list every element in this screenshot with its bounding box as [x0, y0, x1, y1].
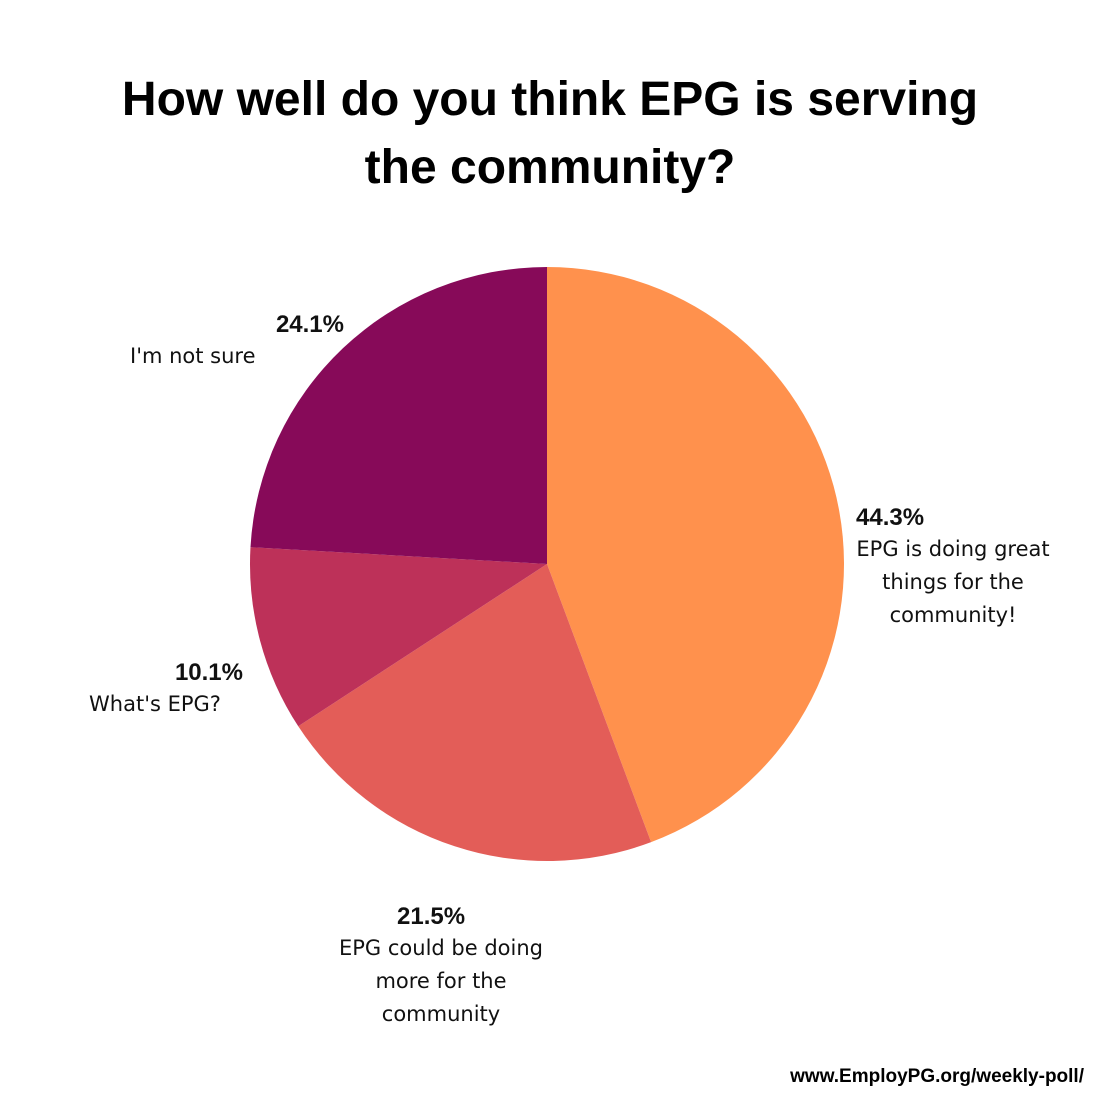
slice-value-label-could-do-more: 21.5% [397, 903, 466, 930]
chart-title-line-2: the community? [364, 141, 736, 194]
slice-category-line-1-doing-great: EPG is doing great [856, 537, 1050, 561]
slice-category-line-3-could-do-more: community [381, 1002, 501, 1026]
slice-could-do-more [298, 564, 652, 861]
chart-title-line-1: How well do you think EPG is serving [121, 73, 979, 126]
slice-category-whats-epg: What's EPG? [89, 692, 221, 716]
slice-value-label-doing-great: 44.3% [856, 504, 925, 531]
slice-label-could-do-more: 21.5% EPG could be doing more for the co… [310, 902, 572, 1031]
slice-value-label-not-sure: 24.1% [275, 311, 344, 338]
slice-not-sure [250, 267, 548, 564]
slice-value-label-whats-epg: 10.1% [174, 659, 243, 686]
slice-category-line-3-doing-great: community! [889, 603, 1017, 627]
slice-label-whats-epg: 10.1% What's EPG? [60, 658, 250, 721]
slice-label-doing-great: 44.3% EPG is doing great things for the … [840, 503, 1066, 632]
slice-whats-epg [250, 547, 547, 727]
slice-category-line-2-could-do-more: more for the [375, 969, 507, 993]
slice-category-not-sure: I'm not sure [130, 344, 256, 368]
slice-category-line-2-doing-great: things for the [882, 570, 1024, 594]
slice-category-line-1-could-do-more: EPG could be doing [338, 936, 543, 960]
slice-doing-great [547, 267, 844, 843]
footer-url: www.EmployPG.org/weekly-poll/ [790, 1066, 1084, 1087]
slice-label-not-sure: 24.1% I'm not sure [110, 310, 350, 373]
chart-title: How well do you think EPG is serving the… [50, 66, 1050, 202]
